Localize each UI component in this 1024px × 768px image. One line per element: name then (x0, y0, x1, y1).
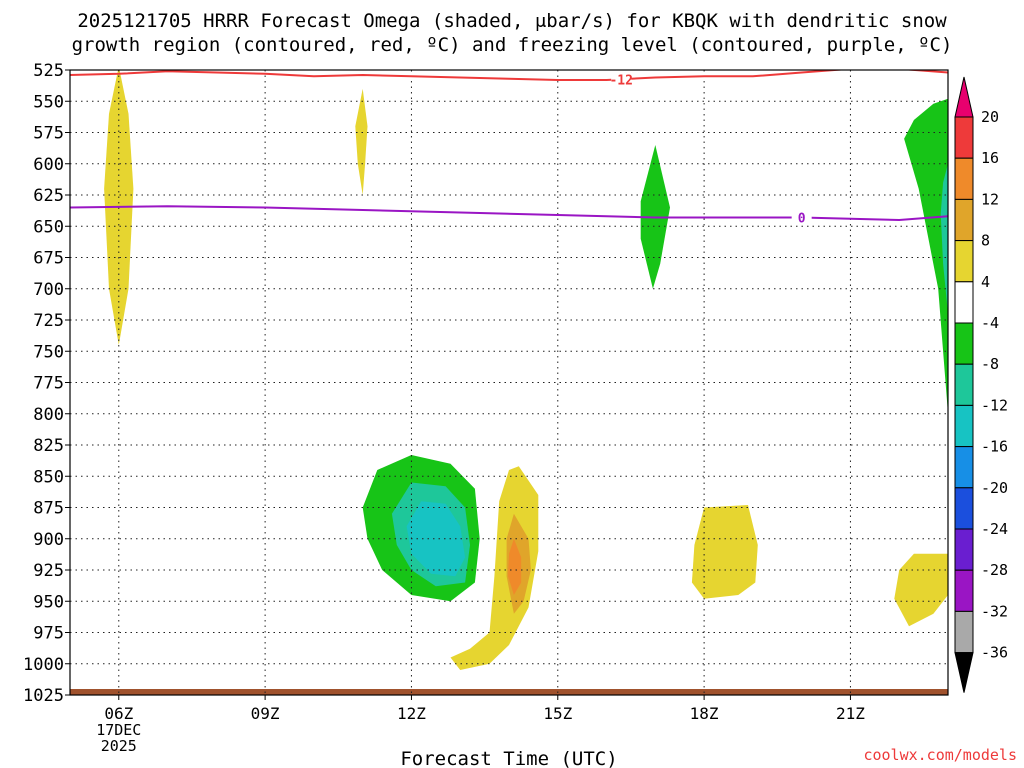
colorbar-label: -8 (981, 355, 999, 373)
contour-label--12: -12 (609, 73, 632, 88)
x-tick-label: 06Z (104, 704, 133, 723)
colorbar-label: 20 (981, 108, 999, 126)
colorbar-swatch (954, 198, 974, 242)
x-tick-sublabel: 2025 (101, 737, 137, 755)
omega-region-7 (406, 501, 466, 577)
omega-region-12 (894, 553, 948, 627)
colorbar-swatch (954, 281, 974, 324)
colorbar: 20 16 12 8 4 -4 -8 -12 -16 -20 -24 -28 -32 -36 (954, 76, 1008, 693)
x-axis-label: Forecast Time (UTC) (400, 748, 617, 768)
colorbar-swatch (954, 363, 974, 406)
colorbar-swatch (954, 322, 974, 365)
credit-link[interactable]: coolwx.com/models (863, 746, 1017, 764)
colorbar-swatch (954, 116, 974, 159)
y-tick-label: 975 (33, 624, 64, 644)
colorbar-label: 4 (981, 273, 990, 291)
omega-shading (70, 70, 948, 695)
x-tick-label: 12Z (397, 704, 426, 723)
colorbar-label: -28 (981, 561, 1008, 579)
temperature-contours: -12 0 (70, 70, 948, 227)
y-tick-label: 625 (33, 186, 64, 206)
y-tick-label: 650 (33, 217, 64, 237)
chart-title-line2: growth region (contoured, red, ºC) and f… (71, 34, 953, 56)
y-tick-label: 900 (33, 530, 64, 550)
colorbar-swatch (954, 404, 974, 448)
y-tick-label: 550 (33, 92, 64, 112)
contour-label-bg (791, 209, 812, 226)
x-tick-label: 15Z (543, 704, 572, 723)
colorbar-label: -32 (981, 602, 1008, 620)
contour-line--12 (70, 70, 948, 81)
y-tick-label: 1000 (23, 655, 64, 675)
y-tick-label: 675 (33, 249, 64, 269)
y-tick-label: 925 (33, 561, 64, 581)
y-tick-label: 600 (33, 155, 64, 175)
colorbar-swatch (954, 569, 974, 612)
x-tick-label: 18Z (690, 704, 719, 723)
colorbar-label: -16 (981, 438, 1008, 456)
y-tick-label: 575 (33, 124, 64, 144)
omega-region-1 (355, 88, 368, 195)
omega-region-4 (940, 163, 948, 314)
y-tick-label: 775 (33, 374, 64, 394)
colorbar-label: 16 (981, 149, 999, 167)
contour-label-0: 0 (798, 212, 806, 227)
colorbar-label: -12 (981, 396, 1008, 414)
y-tick-label: 875 (33, 499, 64, 519)
colorbar-swatch (954, 446, 974, 489)
y-tick-label: 800 (33, 405, 64, 425)
colorbar-swatch (954, 487, 974, 530)
colorbar-swatch (954, 528, 974, 571)
colorbar-label: -24 (981, 520, 1008, 538)
colorbar-label: 12 (981, 190, 999, 208)
omega-region-3 (904, 98, 948, 414)
contour-line-0 (70, 205, 948, 222)
surface-ground (70, 689, 948, 695)
chart-title-line1: 2025121705 HRRR Forecast Omega (shaded, … (77, 10, 947, 32)
colorbar-swatch (954, 157, 974, 200)
y-tick-label: 700 (33, 280, 64, 300)
x-tick-label: 09Z (251, 704, 280, 723)
colorbar-cap-bottom (954, 652, 974, 693)
omega-region-11 (691, 505, 758, 599)
y-axis: 525 550 575 600 625 650 675 700 725 750 775 800 825 8… (23, 61, 70, 706)
colorbar-cap-top (954, 76, 974, 118)
y-tick-label: 850 (33, 467, 64, 487)
y-tick-label: 950 (33, 592, 64, 612)
contour-label-bg (611, 71, 632, 88)
y-tick-label: 750 (33, 342, 64, 362)
omega-region-8 (450, 466, 539, 670)
grid-lines (70, 70, 948, 695)
omega-region-10 (508, 538, 522, 595)
colorbar-label: 8 (981, 232, 990, 250)
colorbar-swatch (954, 610, 974, 654)
y-tick-label: 525 (33, 61, 64, 81)
x-tick-sublabel: 17DEC (96, 721, 141, 739)
colorbar-label: -4 (981, 314, 999, 332)
colorbar-label: -20 (981, 479, 1008, 497)
y-tick-label: 825 (33, 436, 64, 456)
x-tick-label: 21Z (836, 704, 865, 723)
y-tick-label: 725 (33, 311, 64, 331)
y-tick-label: 1025 (23, 686, 64, 706)
colorbar-label: -36 (981, 644, 1008, 662)
colorbar-swatch (954, 240, 974, 283)
